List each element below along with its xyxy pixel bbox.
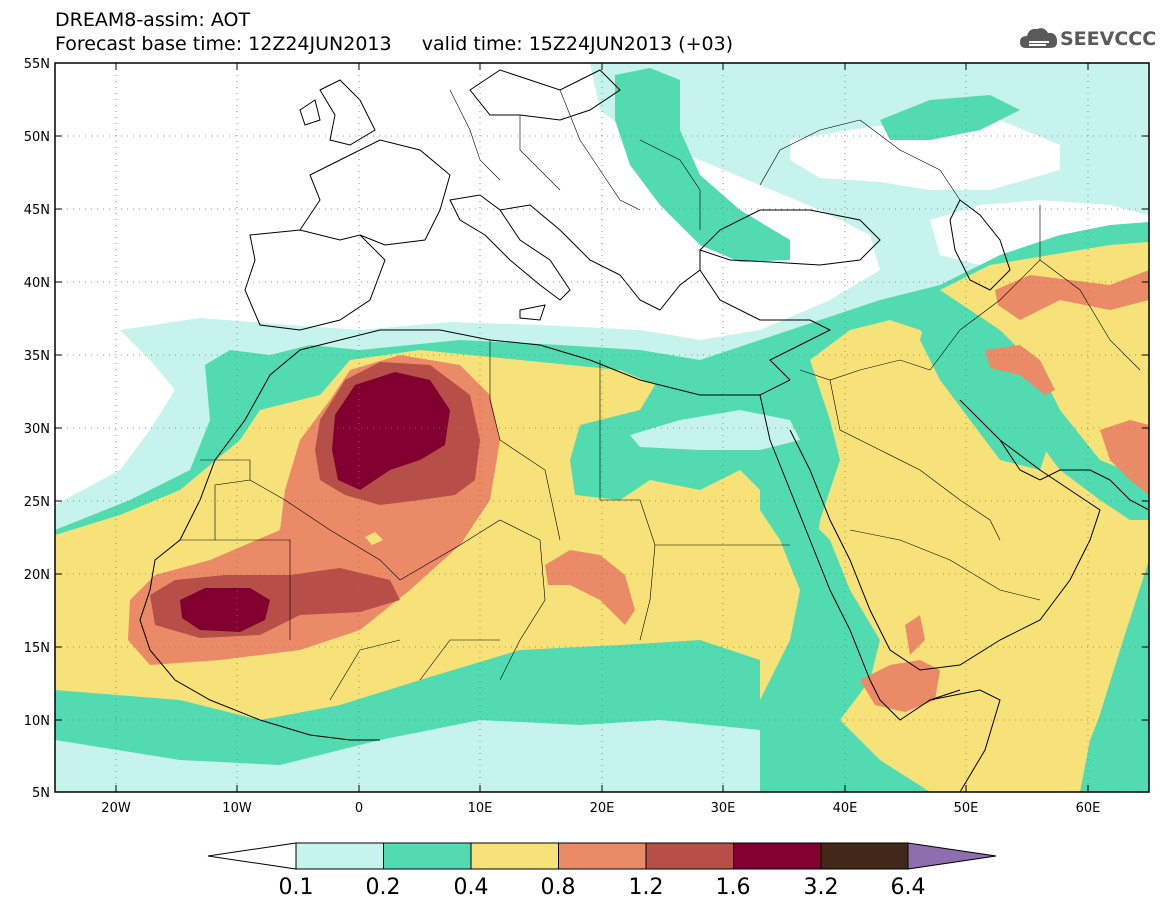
aot-strip-sahel-light [55, 720, 760, 792]
forecast-time-line: Forecast base time: 12Z24JUN2013 valid t… [55, 33, 734, 55]
lon-label: 60E [1076, 801, 1101, 816]
colorbar-label: 0.1 [279, 875, 314, 900]
seevccc-logo: SEEVCCC [1018, 22, 1157, 56]
coast-north-africa [339, 329, 791, 396]
colorbar-cell [820, 842, 909, 870]
aot-strip-arabia-green [920, 300, 1050, 470]
colorbar-over-arrow [907, 842, 997, 870]
aot-field [55, 63, 1149, 792]
coast-red-sea-west [759, 394, 961, 721]
aot-hole-mali [365, 532, 383, 545]
lat-label: 10N [24, 714, 50, 729]
colorbar-cell [558, 842, 647, 870]
colorbar-cell [733, 842, 822, 870]
lat-label: 5N [32, 786, 50, 801]
lat-label: 15N [24, 641, 50, 656]
lon-label: 50E [954, 801, 979, 816]
colorbar-labels: 0.1 0.2 0.4 0.8 1.2 1.6 3.2 6.4 [279, 875, 926, 900]
colorbar-cell [295, 842, 384, 870]
lat-label: 45N [24, 203, 50, 218]
aot-hole-cyprus [630, 410, 800, 450]
lat-label: 20N [24, 568, 50, 583]
colorbar-cell [470, 842, 559, 870]
coast-black-sea [699, 209, 881, 266]
aot-band-1.6-mali [180, 588, 270, 632]
lon-label: 0 [355, 801, 363, 816]
graticule [55, 63, 1149, 792]
lon-label: 20E [590, 801, 615, 816]
aot-hole-europe-east [790, 120, 1060, 190]
lat-label: 55N [24, 57, 50, 72]
coast-caspian [949, 199, 1011, 291]
aot-strip-carpathian [615, 68, 790, 262]
coast-persian-gulf [959, 399, 1111, 481]
lat-label: 40N [24, 276, 50, 291]
coast-red-sea-east [789, 429, 1101, 671]
aot-strip-indian-green [1080, 560, 1149, 792]
aot-blob-east [880, 95, 1020, 140]
colorbar-under-arrow [207, 842, 297, 870]
aot-band-1.6-algeria [332, 372, 450, 490]
coast-anatolia [699, 269, 832, 381]
colorbar [207, 842, 997, 870]
colorbar-cell [645, 842, 734, 870]
lat-label: 35N [24, 349, 50, 364]
country-borders [180, 89, 1141, 701]
colorbar-label: 1.6 [716, 875, 751, 900]
map-title: DREAM8-assim: AOT [55, 9, 251, 31]
lat-label: 30N [24, 422, 50, 437]
lat-label: 50N [24, 130, 50, 145]
coast-west-africa [139, 339, 380, 741]
colorbar-label: 0.4 [454, 875, 489, 900]
coastlines [139, 69, 1149, 792]
colorbar-cells [295, 842, 909, 870]
lon-label: 10W [222, 801, 252, 816]
coast-iberia [244, 229, 386, 331]
colorbar-label: 1.2 [629, 875, 664, 900]
colorbar-label: 0.2 [366, 875, 401, 900]
lon-label: 20W [101, 801, 131, 816]
aot-blob-iran-3 [1100, 420, 1149, 495]
logo-text: SEEVCCC [1060, 28, 1157, 50]
coast-balkans [499, 204, 701, 311]
tick-marks [55, 62, 1149, 792]
aot-blob-eritrea [905, 615, 925, 655]
aot-hole-caspian [930, 200, 1149, 265]
aot-strip-redsea-green [760, 480, 880, 792]
lat-label: 25N [24, 495, 50, 510]
aot-blob-iran-2 [985, 345, 1055, 395]
lat-labels: 55N 50N 45N 40N 35N 30N 25N 20N 15N 10N … [24, 57, 50, 801]
lon-label: 40E [833, 801, 858, 816]
cloud-icon [1020, 28, 1058, 48]
coast-horn [929, 689, 1001, 792]
colorbar-label: 6.4 [891, 875, 926, 900]
coast-arabian-sea [1109, 479, 1149, 511]
lon-label: 10E [468, 801, 493, 816]
coast-italy [449, 194, 571, 321]
coast-france [299, 139, 451, 246]
coast-baltic [469, 69, 621, 121]
aot-blob-chad [545, 550, 635, 625]
aot-blob-iran-1 [995, 270, 1149, 320]
colorbar-cell [383, 842, 472, 870]
colorbar-label: 3.2 [804, 875, 839, 900]
lon-labels: 20W 10W 0 10E 20E 30E 40E 50E 60E [101, 801, 1100, 816]
coast-britain [299, 79, 376, 146]
lon-label: 30E [711, 801, 736, 816]
colorbar-label: 0.8 [541, 875, 576, 900]
